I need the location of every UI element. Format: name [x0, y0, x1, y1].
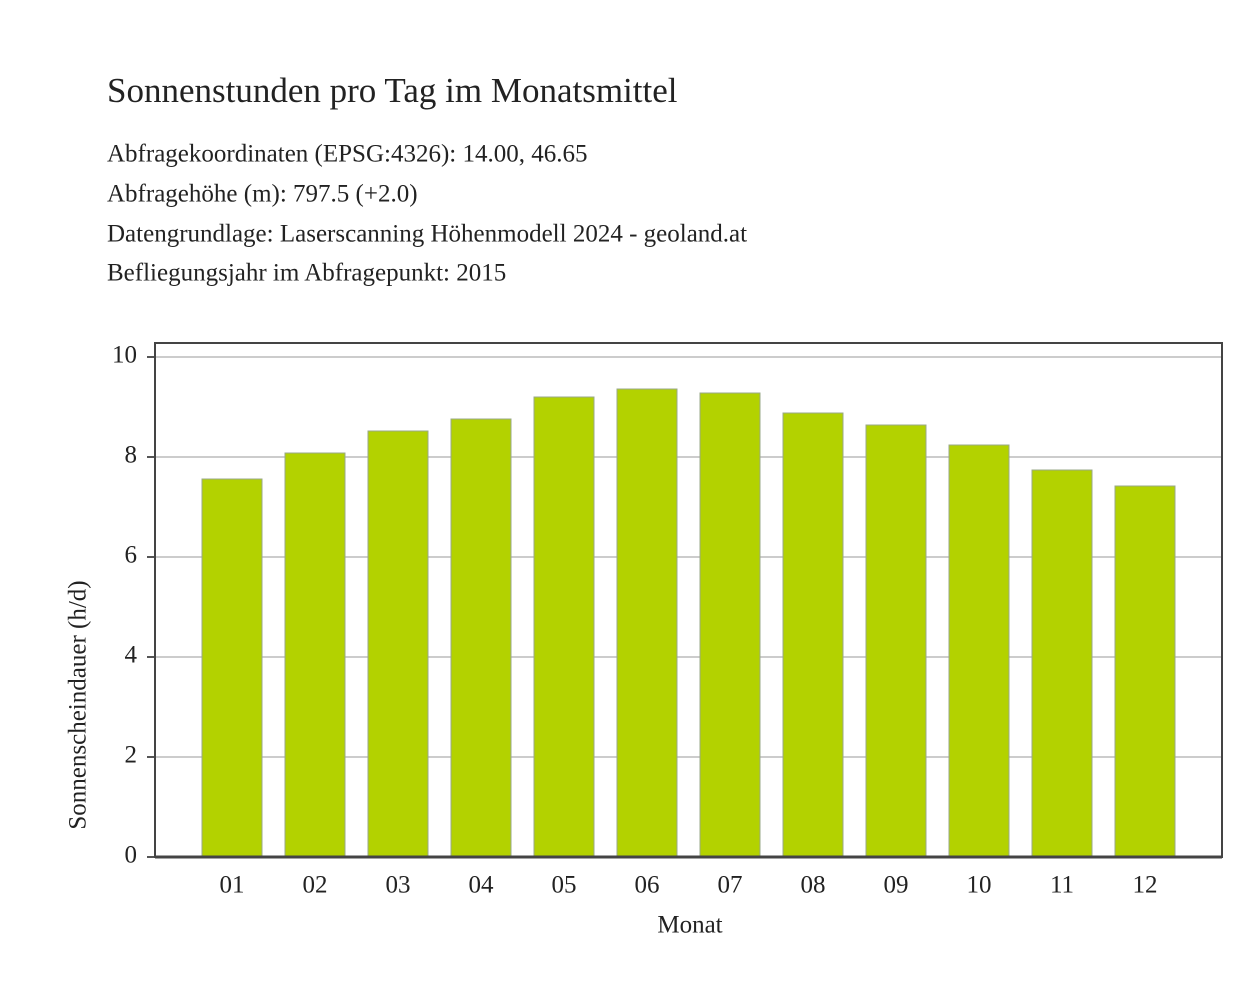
x-tick-label: 11: [1050, 872, 1074, 899]
x-tick-label: 10: [967, 872, 992, 899]
x-tick-label: 04: [469, 872, 495, 899]
bar: [367, 430, 429, 858]
subtitle: Abfragekoordinaten (EPSG:4326): 14.00, 4…: [107, 141, 587, 168]
bar: [450, 418, 512, 858]
x-tick-label: 03: [386, 872, 411, 899]
y-tick-label: 8: [125, 442, 138, 469]
chart-title: Sonnenstunden pro Tag im Monatsmittel: [107, 71, 678, 110]
subtitle: Abfragehöhe (m): 797.5 (+2.0): [107, 181, 418, 208]
x-axis-label: Monat: [657, 912, 722, 939]
x-tick-label: 09: [884, 872, 909, 899]
y-tick-label: 6: [125, 542, 138, 569]
x-tick-label: 01: [220, 872, 245, 899]
x-tick-label: 07: [718, 872, 743, 899]
bar: [865, 424, 927, 858]
bar: [201, 478, 263, 858]
x-tick-label: 12: [1133, 872, 1158, 899]
bar: [699, 392, 761, 858]
x-tick-label: 02: [303, 872, 328, 899]
y-tick-label: 0: [125, 842, 138, 869]
subtitle: Befliegungsjahr im Abfragepunkt: 2015: [107, 260, 506, 287]
x-tick-label: 08: [801, 872, 826, 899]
y-tick-label: 10: [112, 342, 137, 369]
bar: [948, 444, 1010, 858]
bar: [533, 396, 595, 858]
x-tick-label: 05: [552, 872, 577, 899]
y-tick-label: 2: [125, 742, 138, 769]
bar: [782, 412, 844, 858]
subtitle: Datengrundlage: Laserscanning Höhenmodel…: [107, 221, 747, 248]
bar: [284, 452, 346, 858]
bar: [616, 388, 678, 858]
bar: [1114, 485, 1176, 858]
x-tick-label: 06: [635, 872, 660, 899]
y-tick-label: 4: [125, 642, 138, 669]
bar: [1031, 469, 1093, 858]
y-axis-label: Sonnenscheindauer (h/d): [65, 580, 92, 829]
